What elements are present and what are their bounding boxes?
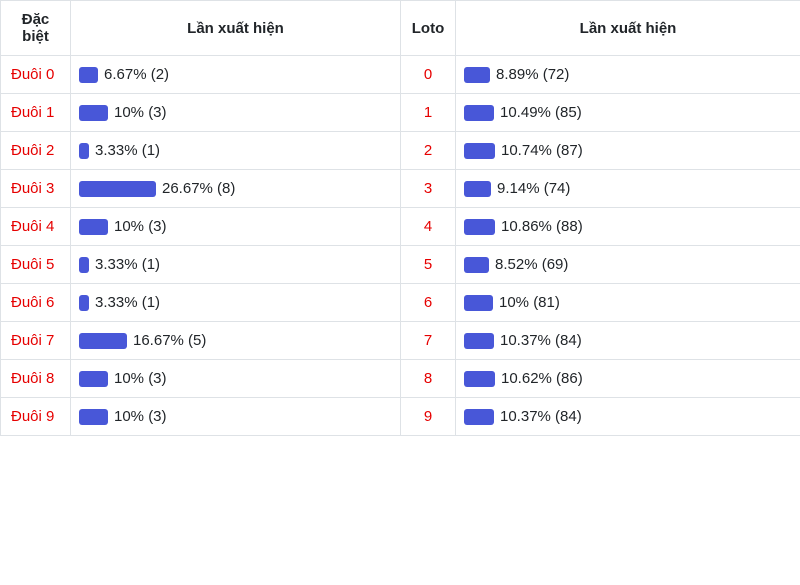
bar-icon xyxy=(464,181,491,197)
bar-icon xyxy=(79,105,108,121)
loto-occurrence: 8.89% (72) xyxy=(456,56,800,94)
dacbiet-label: Đuôi 3 xyxy=(1,170,71,208)
table-row: Đuôi 2 3.33% (1) 2 10.74% (87) xyxy=(1,132,800,170)
loto-occurrence: 10.74% (87) xyxy=(456,132,800,170)
bar-icon xyxy=(464,295,493,311)
loto-occurrence: 8.52% (69) xyxy=(456,246,800,284)
bar-icon xyxy=(464,105,494,121)
bar-icon xyxy=(79,67,98,83)
loto-number: 7 xyxy=(401,322,456,360)
bar-icon xyxy=(79,143,89,159)
dacbiet-occurrence: 10% (3) xyxy=(71,208,401,246)
occurrence-text: 3.33% (1) xyxy=(95,256,160,273)
loto-number: 9 xyxy=(401,398,456,436)
dacbiet-label: Đuôi 8 xyxy=(1,360,71,398)
occurrence-text: 16.67% (5) xyxy=(133,332,206,349)
loto-occurrence: 9.14% (74) xyxy=(456,170,800,208)
table-row: Đuôi 6 3.33% (1) 6 10% (81) xyxy=(1,284,800,322)
loto-number: 3 xyxy=(401,170,456,208)
occurrence-text: 8.89% (72) xyxy=(496,66,569,83)
dacbiet-occurrence: 10% (3) xyxy=(71,398,401,436)
occurrence-text: 6.67% (2) xyxy=(104,66,169,83)
table-row: Đuôi 1 10% (3) 1 10.49% (85) xyxy=(1,94,800,132)
bar-icon xyxy=(79,257,89,273)
loto-number: 6 xyxy=(401,284,456,322)
occurrence-text: 8.52% (69) xyxy=(495,256,568,273)
dacbiet-occurrence: 10% (3) xyxy=(71,94,401,132)
bar-icon xyxy=(464,333,494,349)
table-row: Đuôi 4 10% (3) 4 10.86% (88) xyxy=(1,208,800,246)
loto-number: 2 xyxy=(401,132,456,170)
table-row: Đuôi 7 16.67% (5) 7 10.37% (84) xyxy=(1,322,800,360)
occurrence-text: 10.49% (85) xyxy=(500,104,582,121)
header-dacbiet: Đặc biệt xyxy=(1,1,71,56)
occurrence-text: 10.62% (86) xyxy=(501,370,583,387)
dacbiet-label: Đuôi 0 xyxy=(1,56,71,94)
bar-icon xyxy=(79,295,89,311)
bar-icon xyxy=(464,67,490,83)
occurrence-text: 9.14% (74) xyxy=(497,180,570,197)
loto-number: 5 xyxy=(401,246,456,284)
loto-occurrence: 10.37% (84) xyxy=(456,322,800,360)
dacbiet-occurrence: 6.67% (2) xyxy=(71,56,401,94)
dacbiet-label: Đuôi 2 xyxy=(1,132,71,170)
occurrence-text: 3.33% (1) xyxy=(95,142,160,159)
bar-icon xyxy=(464,143,495,159)
occurrence-text: 10.37% (84) xyxy=(500,408,582,425)
dacbiet-label: Đuôi 7 xyxy=(1,322,71,360)
dacbiet-occurrence: 3.33% (1) xyxy=(71,132,401,170)
stats-table: Đặc biệt Lần xuất hiện Loto Lần xuất hiệ… xyxy=(0,0,800,436)
table-row: Đuôi 5 3.33% (1) 5 8.52% (69) xyxy=(1,246,800,284)
bar-icon xyxy=(79,219,108,235)
occurrence-text: 26.67% (8) xyxy=(162,180,235,197)
dacbiet-occurrence: 3.33% (1) xyxy=(71,246,401,284)
table-row: Đuôi 8 10% (3) 8 10.62% (86) xyxy=(1,360,800,398)
bar-icon xyxy=(79,371,108,387)
dacbiet-label: Đuôi 1 xyxy=(1,94,71,132)
dacbiet-occurrence: 26.67% (8) xyxy=(71,170,401,208)
bar-icon xyxy=(79,181,156,197)
occurrence-text: 10% (81) xyxy=(499,294,560,311)
dacbiet-occurrence: 3.33% (1) xyxy=(71,284,401,322)
header-lan1: Lần xuất hiện xyxy=(71,1,401,56)
bar-icon xyxy=(79,333,127,349)
loto-occurrence: 10.62% (86) xyxy=(456,360,800,398)
table-row: Đuôi 3 26.67% (8) 3 9.14% (74) xyxy=(1,170,800,208)
header-row: Đặc biệt Lần xuất hiện Loto Lần xuất hiệ… xyxy=(1,1,800,56)
bar-icon xyxy=(464,219,495,235)
occurrence-text: 10.86% (88) xyxy=(501,218,583,235)
bar-icon xyxy=(464,257,489,273)
dacbiet-label: Đuôi 9 xyxy=(1,398,71,436)
loto-number: 4 xyxy=(401,208,456,246)
loto-occurrence: 10.37% (84) xyxy=(456,398,800,436)
occurrence-text: 3.33% (1) xyxy=(95,294,160,311)
dacbiet-label: Đuôi 4 xyxy=(1,208,71,246)
table-row: Đuôi 9 10% (3) 9 10.37% (84) xyxy=(1,398,800,436)
header-loto: Loto xyxy=(401,1,456,56)
bar-icon xyxy=(464,371,495,387)
loto-occurrence: 10.86% (88) xyxy=(456,208,800,246)
occurrence-text: 10% (3) xyxy=(114,370,167,387)
loto-occurrence: 10.49% (85) xyxy=(456,94,800,132)
dacbiet-label: Đuôi 5 xyxy=(1,246,71,284)
bar-icon xyxy=(79,409,108,425)
loto-occurrence: 10% (81) xyxy=(456,284,800,322)
occurrence-text: 10% (3) xyxy=(114,408,167,425)
dacbiet-occurrence: 16.67% (5) xyxy=(71,322,401,360)
loto-number: 1 xyxy=(401,94,456,132)
bar-icon xyxy=(464,409,494,425)
dacbiet-occurrence: 10% (3) xyxy=(71,360,401,398)
dacbiet-label: Đuôi 6 xyxy=(1,284,71,322)
occurrence-text: 10.37% (84) xyxy=(500,332,582,349)
occurrence-text: 10% (3) xyxy=(114,218,167,235)
occurrence-text: 10.74% (87) xyxy=(501,142,583,159)
occurrence-text: 10% (3) xyxy=(114,104,167,121)
header-lan2: Lần xuất hiện xyxy=(456,1,800,56)
loto-number: 0 xyxy=(401,56,456,94)
table-row: Đuôi 0 6.67% (2) 0 8.89% (72) xyxy=(1,56,800,94)
loto-number: 8 xyxy=(401,360,456,398)
